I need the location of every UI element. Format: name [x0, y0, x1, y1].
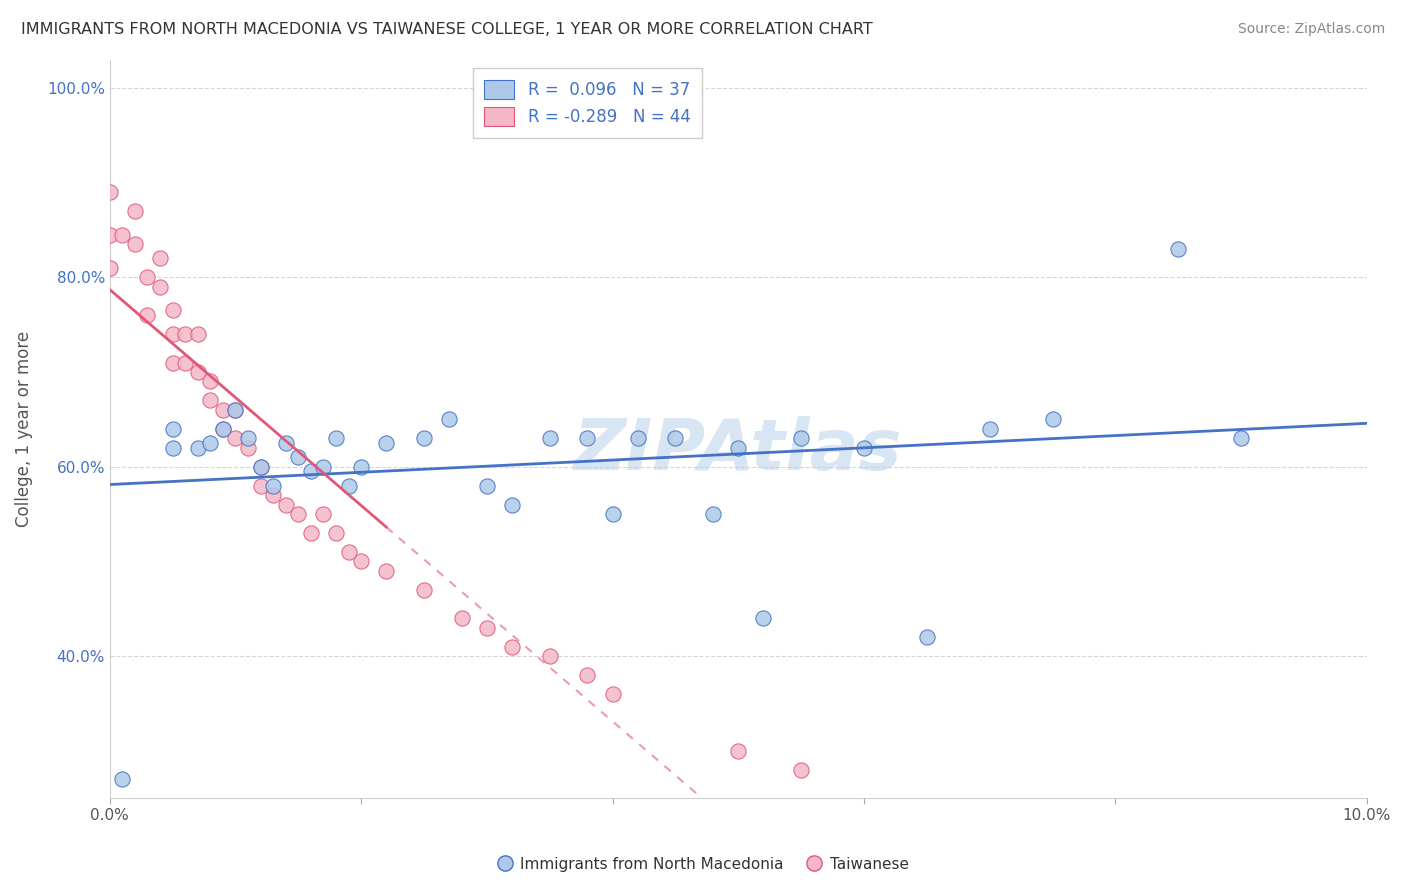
Point: [538, 648, 561, 663]
Point: [249, 478, 271, 492]
Point: [702, 507, 724, 521]
Point: [627, 431, 650, 445]
Point: [111, 772, 134, 786]
Point: [262, 488, 284, 502]
Point: [437, 412, 460, 426]
Point: [312, 507, 335, 521]
Point: [224, 431, 246, 445]
Point: [602, 687, 624, 701]
Point: [136, 308, 159, 322]
Point: [375, 564, 398, 578]
Point: [98, 185, 121, 199]
Legend: R =  0.096   N = 37, R = -0.289   N = 44: R = 0.096 N = 37, R = -0.289 N = 44: [472, 68, 702, 138]
Point: [350, 554, 373, 568]
Point: [538, 431, 561, 445]
Point: [501, 498, 523, 512]
Point: [475, 621, 498, 635]
Point: [325, 526, 347, 541]
Point: [136, 270, 159, 285]
Point: [224, 403, 246, 417]
Point: [450, 611, 472, 625]
Point: [174, 355, 197, 369]
Point: [111, 227, 134, 242]
Point: [287, 507, 309, 521]
Point: [200, 436, 222, 450]
Point: [124, 237, 146, 252]
Point: [475, 478, 498, 492]
Point: [287, 450, 309, 465]
Point: [312, 459, 335, 474]
Point: [212, 422, 235, 436]
Point: [350, 459, 373, 474]
Point: [299, 526, 322, 541]
Point: [162, 355, 184, 369]
Point: [98, 260, 121, 275]
Point: [576, 431, 599, 445]
Point: [200, 393, 222, 408]
Point: [274, 498, 297, 512]
Point: [236, 431, 259, 445]
Point: [1230, 431, 1253, 445]
Point: [174, 327, 197, 342]
Point: [162, 303, 184, 318]
Point: [162, 327, 184, 342]
Point: [249, 459, 271, 474]
Text: ZIPAtlas: ZIPAtlas: [574, 417, 903, 485]
Point: [790, 763, 813, 777]
Point: [162, 441, 184, 455]
Point: [212, 403, 235, 417]
Point: [664, 431, 686, 445]
Point: [124, 204, 146, 219]
Point: [262, 478, 284, 492]
Point: [274, 436, 297, 450]
Point: [752, 611, 775, 625]
Point: [162, 422, 184, 436]
Point: [187, 365, 209, 379]
Point: [1167, 242, 1189, 256]
Point: [149, 280, 172, 294]
Point: [224, 403, 246, 417]
Point: [915, 630, 938, 644]
Text: Source: ZipAtlas.com: Source: ZipAtlas.com: [1237, 22, 1385, 37]
Point: [413, 582, 436, 597]
Point: [236, 441, 259, 455]
Point: [853, 441, 876, 455]
Point: [576, 668, 599, 682]
Point: [187, 441, 209, 455]
Point: [727, 441, 749, 455]
Y-axis label: College, 1 year or more: College, 1 year or more: [15, 331, 32, 527]
Point: [602, 507, 624, 521]
Text: IMMIGRANTS FROM NORTH MACEDONIA VS TAIWANESE COLLEGE, 1 YEAR OR MORE CORRELATION: IMMIGRANTS FROM NORTH MACEDONIA VS TAIWA…: [21, 22, 873, 37]
Point: [790, 431, 813, 445]
Point: [212, 422, 235, 436]
Point: [187, 327, 209, 342]
Point: [98, 227, 121, 242]
Point: [249, 459, 271, 474]
Point: [501, 640, 523, 654]
Point: [149, 252, 172, 266]
Point: [727, 744, 749, 758]
Point: [979, 422, 1001, 436]
Point: [375, 436, 398, 450]
Point: [299, 465, 322, 479]
Point: [1042, 412, 1064, 426]
Point: [337, 478, 360, 492]
Legend: Immigrants from North Macedonia, Taiwanese: Immigrants from North Macedonia, Taiwane…: [489, 849, 917, 880]
Point: [337, 545, 360, 559]
Point: [200, 375, 222, 389]
Point: [325, 431, 347, 445]
Point: [413, 431, 436, 445]
